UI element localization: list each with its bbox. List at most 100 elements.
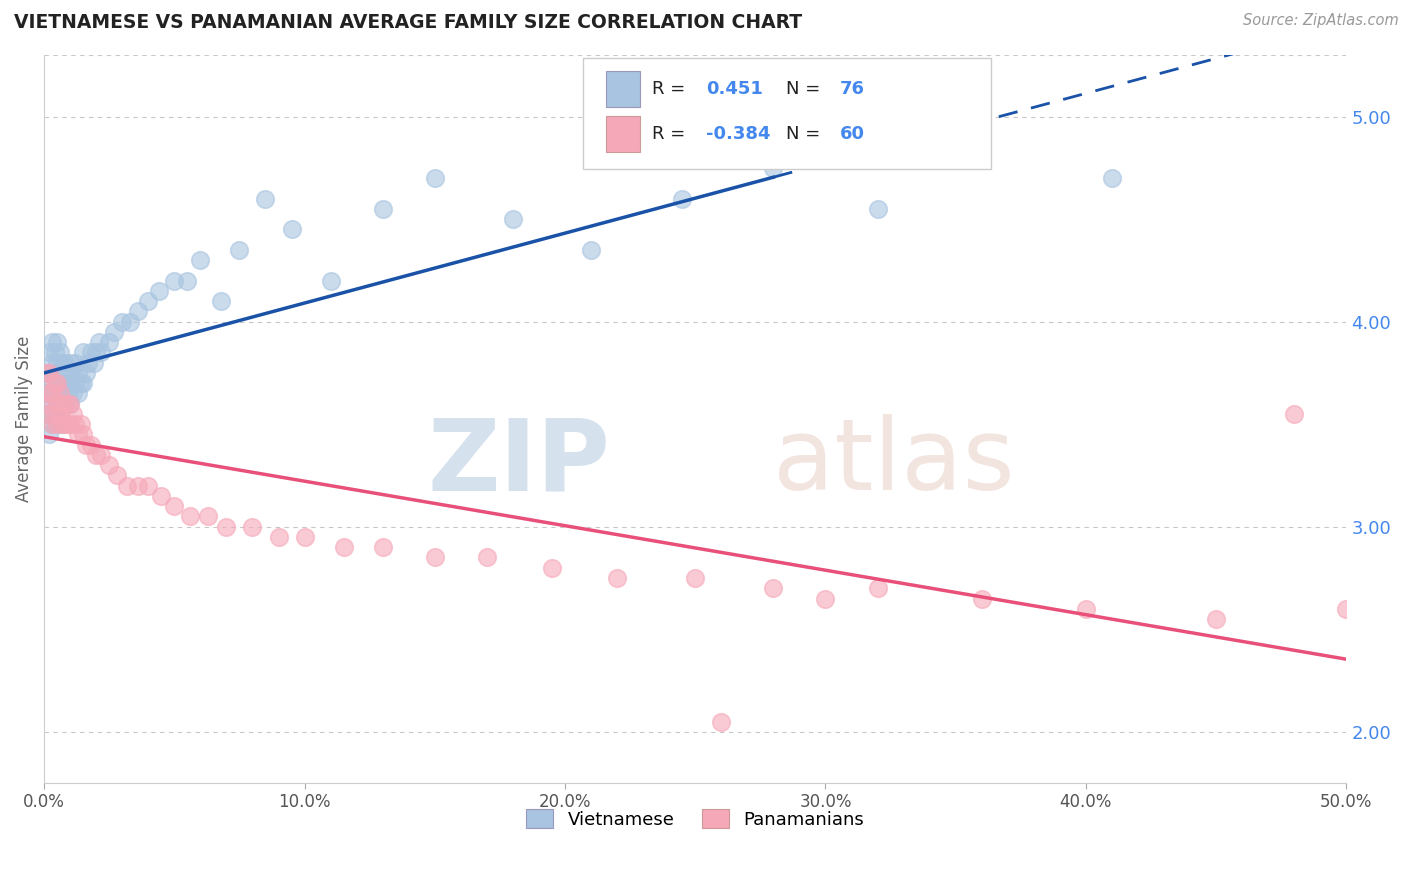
Point — [683, 571, 706, 585]
Point — [38, 366, 60, 380]
Point — [710, 714, 733, 729]
Point — [53, 397, 76, 411]
Point — [136, 294, 159, 309]
Point — [77, 356, 100, 370]
Point — [294, 530, 316, 544]
Point — [35, 407, 58, 421]
Point — [44, 376, 66, 391]
Point — [48, 345, 70, 359]
Point — [814, 591, 837, 606]
Point — [866, 581, 889, 595]
Point — [606, 571, 628, 585]
Legend: Vietnamese, Panamanians: Vietnamese, Panamanians — [519, 802, 872, 836]
Point — [38, 386, 60, 401]
Point — [90, 448, 112, 462]
Point — [190, 253, 212, 268]
Point — [35, 366, 58, 380]
Point — [46, 417, 69, 432]
Point — [179, 509, 201, 524]
Point — [44, 345, 66, 359]
Point — [59, 397, 82, 411]
Point — [62, 386, 84, 401]
Point — [44, 407, 66, 421]
Point — [59, 376, 82, 391]
Point — [46, 417, 69, 432]
Point — [48, 407, 70, 421]
Point — [87, 335, 110, 350]
Point — [1074, 601, 1097, 615]
Point — [103, 325, 125, 339]
Point — [215, 520, 238, 534]
Point — [41, 356, 63, 370]
Point — [579, 243, 602, 257]
Point — [46, 376, 69, 391]
Point — [371, 541, 394, 555]
Point — [51, 417, 73, 432]
Point — [163, 500, 186, 514]
Point — [148, 284, 170, 298]
Point — [44, 407, 66, 421]
Point — [66, 427, 89, 442]
Point — [762, 161, 785, 175]
Point — [38, 427, 60, 442]
Text: 0.451: 0.451 — [706, 80, 762, 98]
Point — [51, 356, 73, 370]
Point — [111, 315, 134, 329]
Text: 60: 60 — [839, 125, 865, 143]
Point — [136, 479, 159, 493]
Point — [53, 356, 76, 370]
Point — [51, 386, 73, 401]
Point — [53, 397, 76, 411]
Text: Source: ZipAtlas.com: Source: ZipAtlas.com — [1243, 13, 1399, 29]
Point — [48, 376, 70, 391]
Point — [65, 376, 87, 391]
Point — [80, 438, 103, 452]
Point — [98, 335, 121, 350]
Point — [38, 386, 60, 401]
Point — [59, 417, 82, 432]
Point — [90, 345, 112, 359]
Point — [105, 468, 128, 483]
Point — [80, 345, 103, 359]
Point — [48, 407, 70, 421]
Point — [150, 489, 173, 503]
Point — [35, 386, 58, 401]
Point — [228, 243, 250, 257]
Point — [72, 376, 94, 391]
Point — [75, 366, 97, 380]
Point — [72, 427, 94, 442]
Point — [1101, 171, 1123, 186]
Point — [72, 345, 94, 359]
Text: atlas: atlas — [773, 414, 1015, 511]
Point — [51, 397, 73, 411]
Point — [371, 202, 394, 216]
Text: R =: R = — [652, 125, 686, 143]
Point — [56, 417, 79, 432]
Point — [59, 356, 82, 370]
Point — [51, 417, 73, 432]
Point — [541, 560, 564, 574]
Point — [127, 479, 149, 493]
Point — [84, 345, 107, 359]
Point — [69, 417, 91, 432]
Point — [38, 345, 60, 359]
Text: N =: N = — [786, 80, 820, 98]
Point — [120, 315, 142, 329]
Point — [41, 417, 63, 432]
Point — [38, 407, 60, 421]
Point — [44, 366, 66, 380]
Y-axis label: Average Family Size: Average Family Size — [15, 336, 32, 502]
Point — [46, 356, 69, 370]
Point — [970, 140, 993, 154]
Point — [38, 407, 60, 421]
Point — [66, 386, 89, 401]
Point — [69, 376, 91, 391]
Point — [163, 274, 186, 288]
Text: N =: N = — [786, 125, 820, 143]
Point — [56, 386, 79, 401]
Point — [46, 397, 69, 411]
Point — [117, 479, 139, 493]
Point — [62, 407, 84, 421]
Point — [866, 202, 889, 216]
Text: VIETNAMESE VS PANAMANIAN AVERAGE FAMILY SIZE CORRELATION CHART: VIETNAMESE VS PANAMANIAN AVERAGE FAMILY … — [14, 13, 803, 32]
